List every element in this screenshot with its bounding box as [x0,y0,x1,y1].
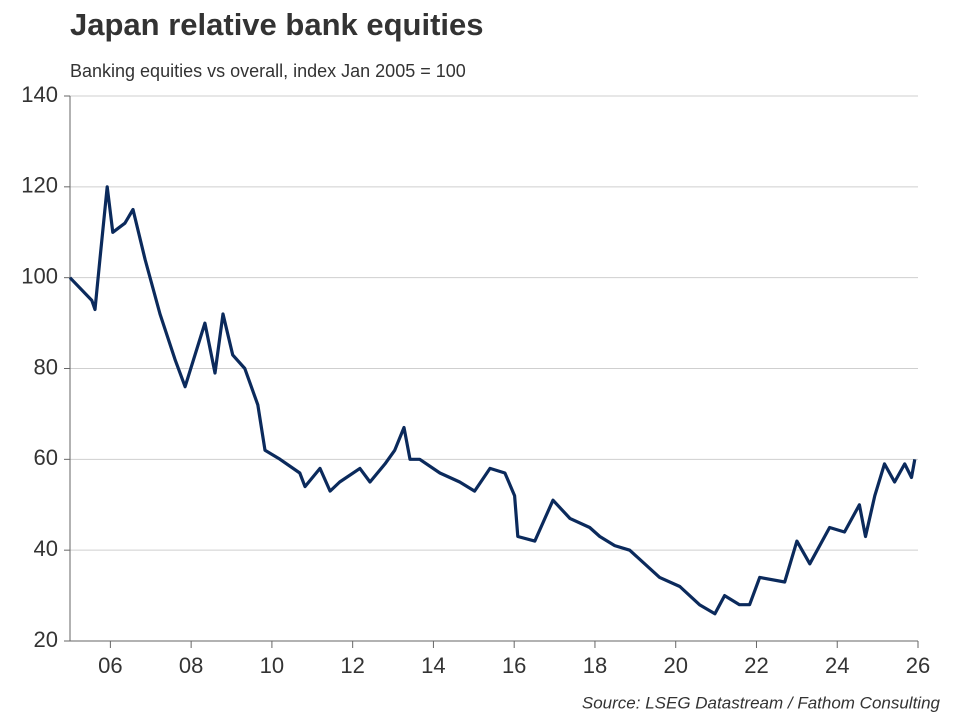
x-tick-label: 16 [502,653,526,678]
y-tick-label: 20 [34,627,58,652]
y-tick-label: 80 [34,354,58,379]
y-tick-label: 60 [34,445,58,470]
x-tick-label: 26 [906,653,930,678]
y-tick-label: 40 [34,536,58,561]
x-tick-label: 18 [583,653,607,678]
x-tick-label: 08 [179,653,203,678]
x-tick-label: 10 [260,653,284,678]
y-tick-label: 140 [21,82,58,107]
x-tick-label: 06 [98,653,122,678]
x-tick-label: 24 [825,653,849,678]
chart-subtitle: Banking equities vs overall, index Jan 2… [70,61,466,81]
x-tick-label: 14 [421,653,445,678]
x-tick-label: 20 [663,653,687,678]
y-tick-label: 120 [21,173,58,198]
y-tick-label: 100 [21,263,58,288]
source: Source: LSEG Datastream / Fathom Consult… [582,693,941,712]
line-series [68,185,917,616]
x-tick-label: 12 [340,653,364,678]
x-tick-label: 22 [744,653,768,678]
chart-title: Japan relative bank equities [70,7,484,42]
